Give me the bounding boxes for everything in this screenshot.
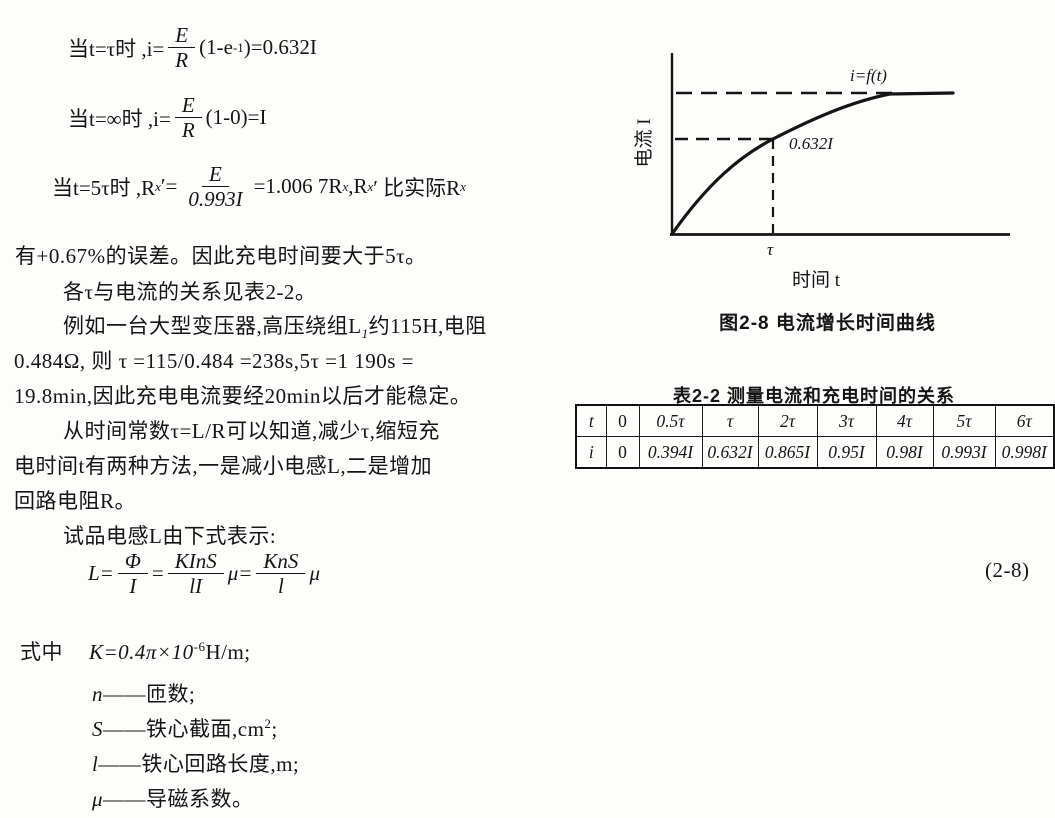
formula-text: μ bbox=[309, 561, 320, 586]
point-label-0632I: 0.632I bbox=[789, 134, 834, 153]
table-cell: 0.998I bbox=[994, 436, 1055, 469]
fraction-numerator: E bbox=[174, 94, 202, 119]
formula-text: (1-0)=I bbox=[205, 105, 267, 130]
fraction-numerator: E bbox=[168, 24, 196, 49]
formula-text: (1-e bbox=[199, 35, 233, 60]
table-title: 表2-2 测量电流和充电时间的关系 bbox=[672, 386, 955, 406]
table-cell: 6τ bbox=[994, 404, 1055, 437]
formula-text: μ= bbox=[227, 561, 253, 586]
fraction-numerator: Φ bbox=[117, 550, 148, 575]
exponential-current-curve bbox=[670, 91, 955, 236]
definition-text: ——铁心回路长度,m; bbox=[98, 752, 300, 776]
row-header-t: t bbox=[575, 404, 607, 437]
variable-symbol: n bbox=[92, 682, 103, 706]
fraction-KInS-over-lI: KInS lI bbox=[167, 550, 224, 599]
definition-S: S——铁心截面,cm2; bbox=[92, 713, 278, 743]
table-cell: 0.993I bbox=[932, 436, 996, 469]
paragraph-error-note: 有+0.67%的误差。因此充电时间要大于5τ。 bbox=[15, 244, 427, 268]
table-row-t: t 0 0.5τ τ 2τ 3τ 4τ 5τ 6τ bbox=[575, 404, 1055, 437]
formula-text: 当t=τ时 ,i= bbox=[68, 36, 165, 61]
paragraph-text: 约115H,电阻 bbox=[368, 314, 487, 338]
x-axis-label: 时间 t bbox=[792, 269, 841, 291]
table-cell: 0.98I bbox=[875, 436, 934, 469]
paragraph-see-table: 各τ与电流的关系见表2-2。 bbox=[63, 280, 317, 304]
paragraph-text: 例如一台大型变压器,高压绕组L bbox=[63, 314, 362, 338]
table-cell: 0.865I bbox=[757, 436, 818, 469]
fraction-denominator: R bbox=[175, 48, 189, 73]
formula-t-equals-tau: 当t=τ时 ,i= E R (1-e -1)=0.632I bbox=[68, 23, 317, 73]
exponent: -6 bbox=[193, 639, 206, 654]
table-cell: τ bbox=[701, 404, 759, 437]
fraction-numerator: KnS bbox=[256, 550, 306, 575]
definition-text: ——铁心截面,cm bbox=[103, 717, 265, 741]
table-cell: 4τ bbox=[875, 404, 934, 437]
fraction-E-over-0993I: E 0.993I bbox=[181, 163, 249, 210]
table-2-2: t 0 0.5τ τ 2τ 3τ 4τ 5τ 6τ i 0 0.394I 0.6… bbox=[575, 404, 1055, 469]
definition-l: l——铁心回路长度,m; bbox=[92, 748, 299, 778]
fraction-denominator: lI bbox=[189, 574, 203, 599]
fraction-denominator: I bbox=[129, 574, 137, 599]
table-cell: 5τ bbox=[932, 404, 996, 437]
paragraph-example-transformer: 例如一台大型变压器,高压绕组L1约115H,电阻 bbox=[63, 310, 487, 340]
exponent: 2 bbox=[264, 716, 272, 731]
table-cell: 2τ bbox=[757, 404, 818, 437]
paragraph-loop-resistance: 回路电阻R。 bbox=[14, 489, 137, 513]
definition-text: ; bbox=[271, 717, 278, 741]
formula-t-equals-infinity: 当t=∞时 ,i= E R (1-0)=I bbox=[68, 94, 266, 141]
formula-text: 当t=∞时 ,i= bbox=[68, 106, 171, 131]
where-label: 式中 bbox=[20, 640, 63, 664]
paragraph-time-constant: 从时间常数τ=L/R可以知道,减少τ,缩短充 bbox=[63, 419, 440, 443]
where-clause: 式中 K=0.4π×10-6H/m; bbox=[20, 636, 251, 666]
paragraph-tau-calculation: 0.484Ω, 则 τ =115/0.484 =238s,5τ =1 190s … bbox=[14, 349, 415, 373]
fraction-KnS-over-l: KnS l bbox=[256, 550, 306, 599]
variable-symbol: S bbox=[92, 717, 103, 741]
y-axis-label: 电流 I bbox=[633, 118, 655, 167]
fraction-denominator: R bbox=[181, 118, 195, 143]
table-row-i: i 0 0.394I 0.632I 0.865I 0.95I 0.98I 0.9… bbox=[575, 436, 1055, 469]
paragraph-two-methods: 电时间t有两种方法,一是减小电感L,二是增加 bbox=[14, 454, 433, 478]
formula-text: =1.006 7R bbox=[253, 174, 343, 199]
formula-text: = bbox=[151, 561, 164, 586]
definition-n: n——匝数; bbox=[92, 678, 195, 708]
definition-text: ——导磁系数。 bbox=[103, 787, 254, 811]
row-header-i: i bbox=[575, 436, 607, 469]
variable-symbol: μ bbox=[92, 787, 104, 811]
equation-2-8: L= Φ I = KInS lI μ= KnS l μ bbox=[88, 550, 320, 597]
definition-text: ——匝数; bbox=[103, 682, 196, 706]
unit-text: H/m; bbox=[205, 640, 251, 664]
formula-text: ′= bbox=[160, 174, 178, 199]
curve-label: i=f(t) bbox=[850, 66, 887, 85]
constant-K: K=0.4π×10 bbox=[89, 640, 194, 664]
fraction-denominator: 0.993I bbox=[188, 187, 243, 212]
equation-number: (2-8) bbox=[985, 558, 1030, 582]
formula-text: ,R bbox=[348, 174, 368, 199]
formula-t-equals-5tau: 当t=5τ时 ,R x ′= E 0.993I =1.006 7R x ,R x ′ 比实际R x bbox=[52, 162, 466, 212]
table-cell: 3τ bbox=[816, 404, 877, 437]
formula-text: ′ 比实际R bbox=[373, 175, 461, 200]
formula-text: 当t=5τ时 ,R bbox=[52, 175, 156, 200]
table-cell: 0.394I bbox=[638, 436, 703, 469]
table-cell: 0 bbox=[605, 404, 640, 437]
fraction-numerator: E bbox=[202, 163, 229, 188]
fraction-denominator: l bbox=[278, 574, 284, 599]
tau-tick-label: τ bbox=[767, 240, 774, 259]
current-growth-chart: i=f(t) 0.632I τ 时间 t 电流 I bbox=[633, 53, 1010, 291]
fraction-numerator: KInS bbox=[167, 550, 224, 575]
subscript-1: 1 bbox=[361, 326, 369, 342]
definition-mu: μ——导磁系数。 bbox=[92, 783, 254, 813]
paragraph-stabilize-time: 19.8min,因此充电电流要经20min以后才能稳定。 bbox=[14, 384, 472, 408]
table-cell: 0 bbox=[605, 436, 640, 469]
formula-text: L= bbox=[88, 561, 114, 586]
figure-caption: 图2-8 电流增长时间曲线 bbox=[719, 313, 936, 334]
formula-text: )=0.632I bbox=[243, 35, 317, 60]
table-cell: 0.632I bbox=[701, 436, 759, 469]
variable-symbol: l bbox=[92, 752, 99, 776]
table-cell: 0.5τ bbox=[638, 404, 703, 437]
paragraph-inductance-intro: 试品电感L由下式表示: bbox=[63, 524, 277, 548]
table-cell: 0.95I bbox=[816, 436, 877, 469]
